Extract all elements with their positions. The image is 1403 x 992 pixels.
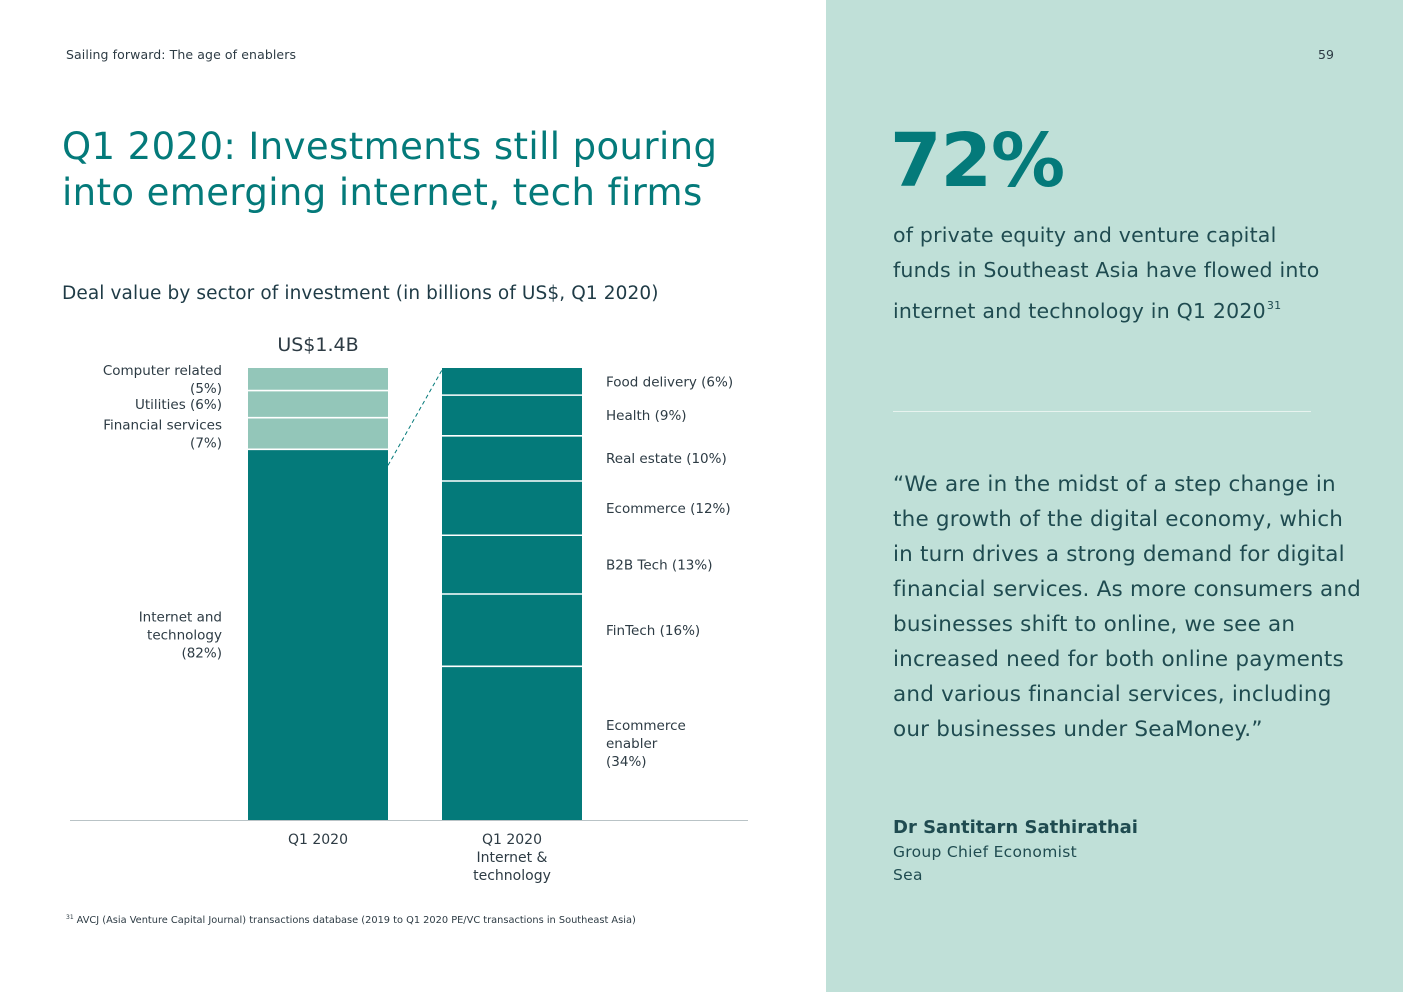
total-value-label: US$1.4B (277, 334, 358, 356)
segment-label-ecommerce-enabler-line: Ecommerce (606, 718, 686, 734)
segment-label-internet-and-technology-line: technology (147, 627, 222, 643)
highlight-panel (826, 0, 1403, 992)
segment-label-financial-services-line: (7%) (190, 435, 222, 451)
stat-caption: of private equity and venture capital fu… (893, 218, 1333, 329)
headline-stat: 72% (890, 118, 1065, 204)
segment-label-fintech: FinTech (16%) (606, 623, 700, 639)
bar-segment-fintech (442, 594, 582, 667)
category-label-2: Q1 2020 Internet & technology (473, 832, 551, 884)
quote-author-name: Dr Santitarn Sathirathai (893, 817, 1138, 838)
divider (893, 411, 1311, 412)
segment-label-computer-related-line: (5%) (190, 381, 222, 397)
segment-label-real-estate: Real estate (10%) (606, 451, 727, 467)
stacked-bar-chart: Internet and technology (82%) Financial ser… (70, 334, 748, 884)
segment-label-fintech-line: FinTech (16%) (606, 623, 700, 639)
category-label-2-line: Internet & (477, 850, 548, 866)
category-label-1: Q1 2020 (288, 832, 348, 848)
segment-label-utilities-line: Utilities (6%) (135, 397, 222, 413)
segment-label-ecommerce-enabler-line: enabler (606, 736, 658, 752)
footnote-text: AVCJ (Asia Venture Capital Journal) tran… (76, 915, 636, 926)
chart-title: Deal value by sector of investment (in b… (62, 283, 659, 304)
bar-segment-ecommerce-enabler (442, 666, 582, 820)
segment-label-ecommerce: Ecommerce (12%) (606, 501, 731, 517)
page-title: Q1 2020: Investments still pouring into … (62, 125, 718, 214)
bar-segment-computer-related (248, 368, 388, 391)
bar-segment-ecommerce (442, 481, 582, 536)
content-panel (0, 0, 826, 992)
category-label-2-line: Q1 2020 (482, 832, 542, 848)
bar-segment-b2b-tech (442, 535, 582, 594)
running-head: Sailing forward: The age of enablers (66, 47, 297, 62)
segment-label-ecommerce-line: Ecommerce (12%) (606, 501, 731, 517)
footnote-marker: 31 (66, 914, 74, 921)
segment-label-health: Health (9%) (606, 408, 687, 424)
bar-segment-health (442, 395, 582, 436)
segment-label-b2b-tech: B2B Tech (13%) (606, 557, 712, 573)
segment-label-utilities: Utilities (6%) (135, 397, 222, 413)
bar-segment-internet-and-technology (248, 449, 388, 820)
segment-label-computer-related: Computer related (5%) (103, 363, 222, 397)
footnote: 31 AVCJ (Asia Venture Capital Journal) tr… (66, 914, 636, 926)
segment-label-financial-services-line: Financial services (103, 417, 222, 433)
segment-label-internet-and-technology-line: Internet and (139, 609, 222, 625)
segment-label-financial-services: Financial services (7%) (103, 417, 222, 451)
bar-segment-financial-services (248, 417, 388, 450)
segment-label-ecommerce-enabler: Ecommerce enabler (34%) (606, 718, 686, 770)
segment-label-b2b-tech-line: B2B Tech (13%) (606, 557, 712, 573)
bar-segment-food-delivery (442, 368, 582, 396)
segment-label-food-delivery: Food delivery (6%) (606, 374, 733, 390)
bar-segment-real-estate (442, 435, 582, 481)
bar-segment-utilities (248, 390, 388, 418)
segment-label-internet-and-technology-line: (82%) (181, 645, 222, 661)
segment-label-internet-and-technology: Internet and technology (82%) (139, 609, 222, 661)
segment-label-computer-related-line: Computer related (103, 363, 222, 379)
segment-label-food-delivery-line: Food delivery (6%) (606, 374, 733, 390)
quote-author-role: Group Chief Economist (893, 843, 1077, 861)
stat-footnote-ref: 31 (1266, 299, 1282, 312)
segment-label-real-estate-line: Real estate (10%) (606, 451, 727, 467)
page-number: 59 (1318, 47, 1334, 62)
category-label-1-line: Q1 2020 (288, 832, 348, 848)
breakdown-connector (387, 369, 443, 466)
category-label-2-line: technology (473, 868, 551, 884)
stat-caption-text: of private equity and venture capital fu… (893, 223, 1320, 323)
segment-label-ecommerce-enabler-line: (34%) (606, 754, 647, 770)
segment-label-health-line: Health (9%) (606, 408, 687, 424)
pull-quote: “We are in the midst of a step change in… (893, 472, 1362, 742)
quote-author-org: Sea (893, 866, 923, 884)
